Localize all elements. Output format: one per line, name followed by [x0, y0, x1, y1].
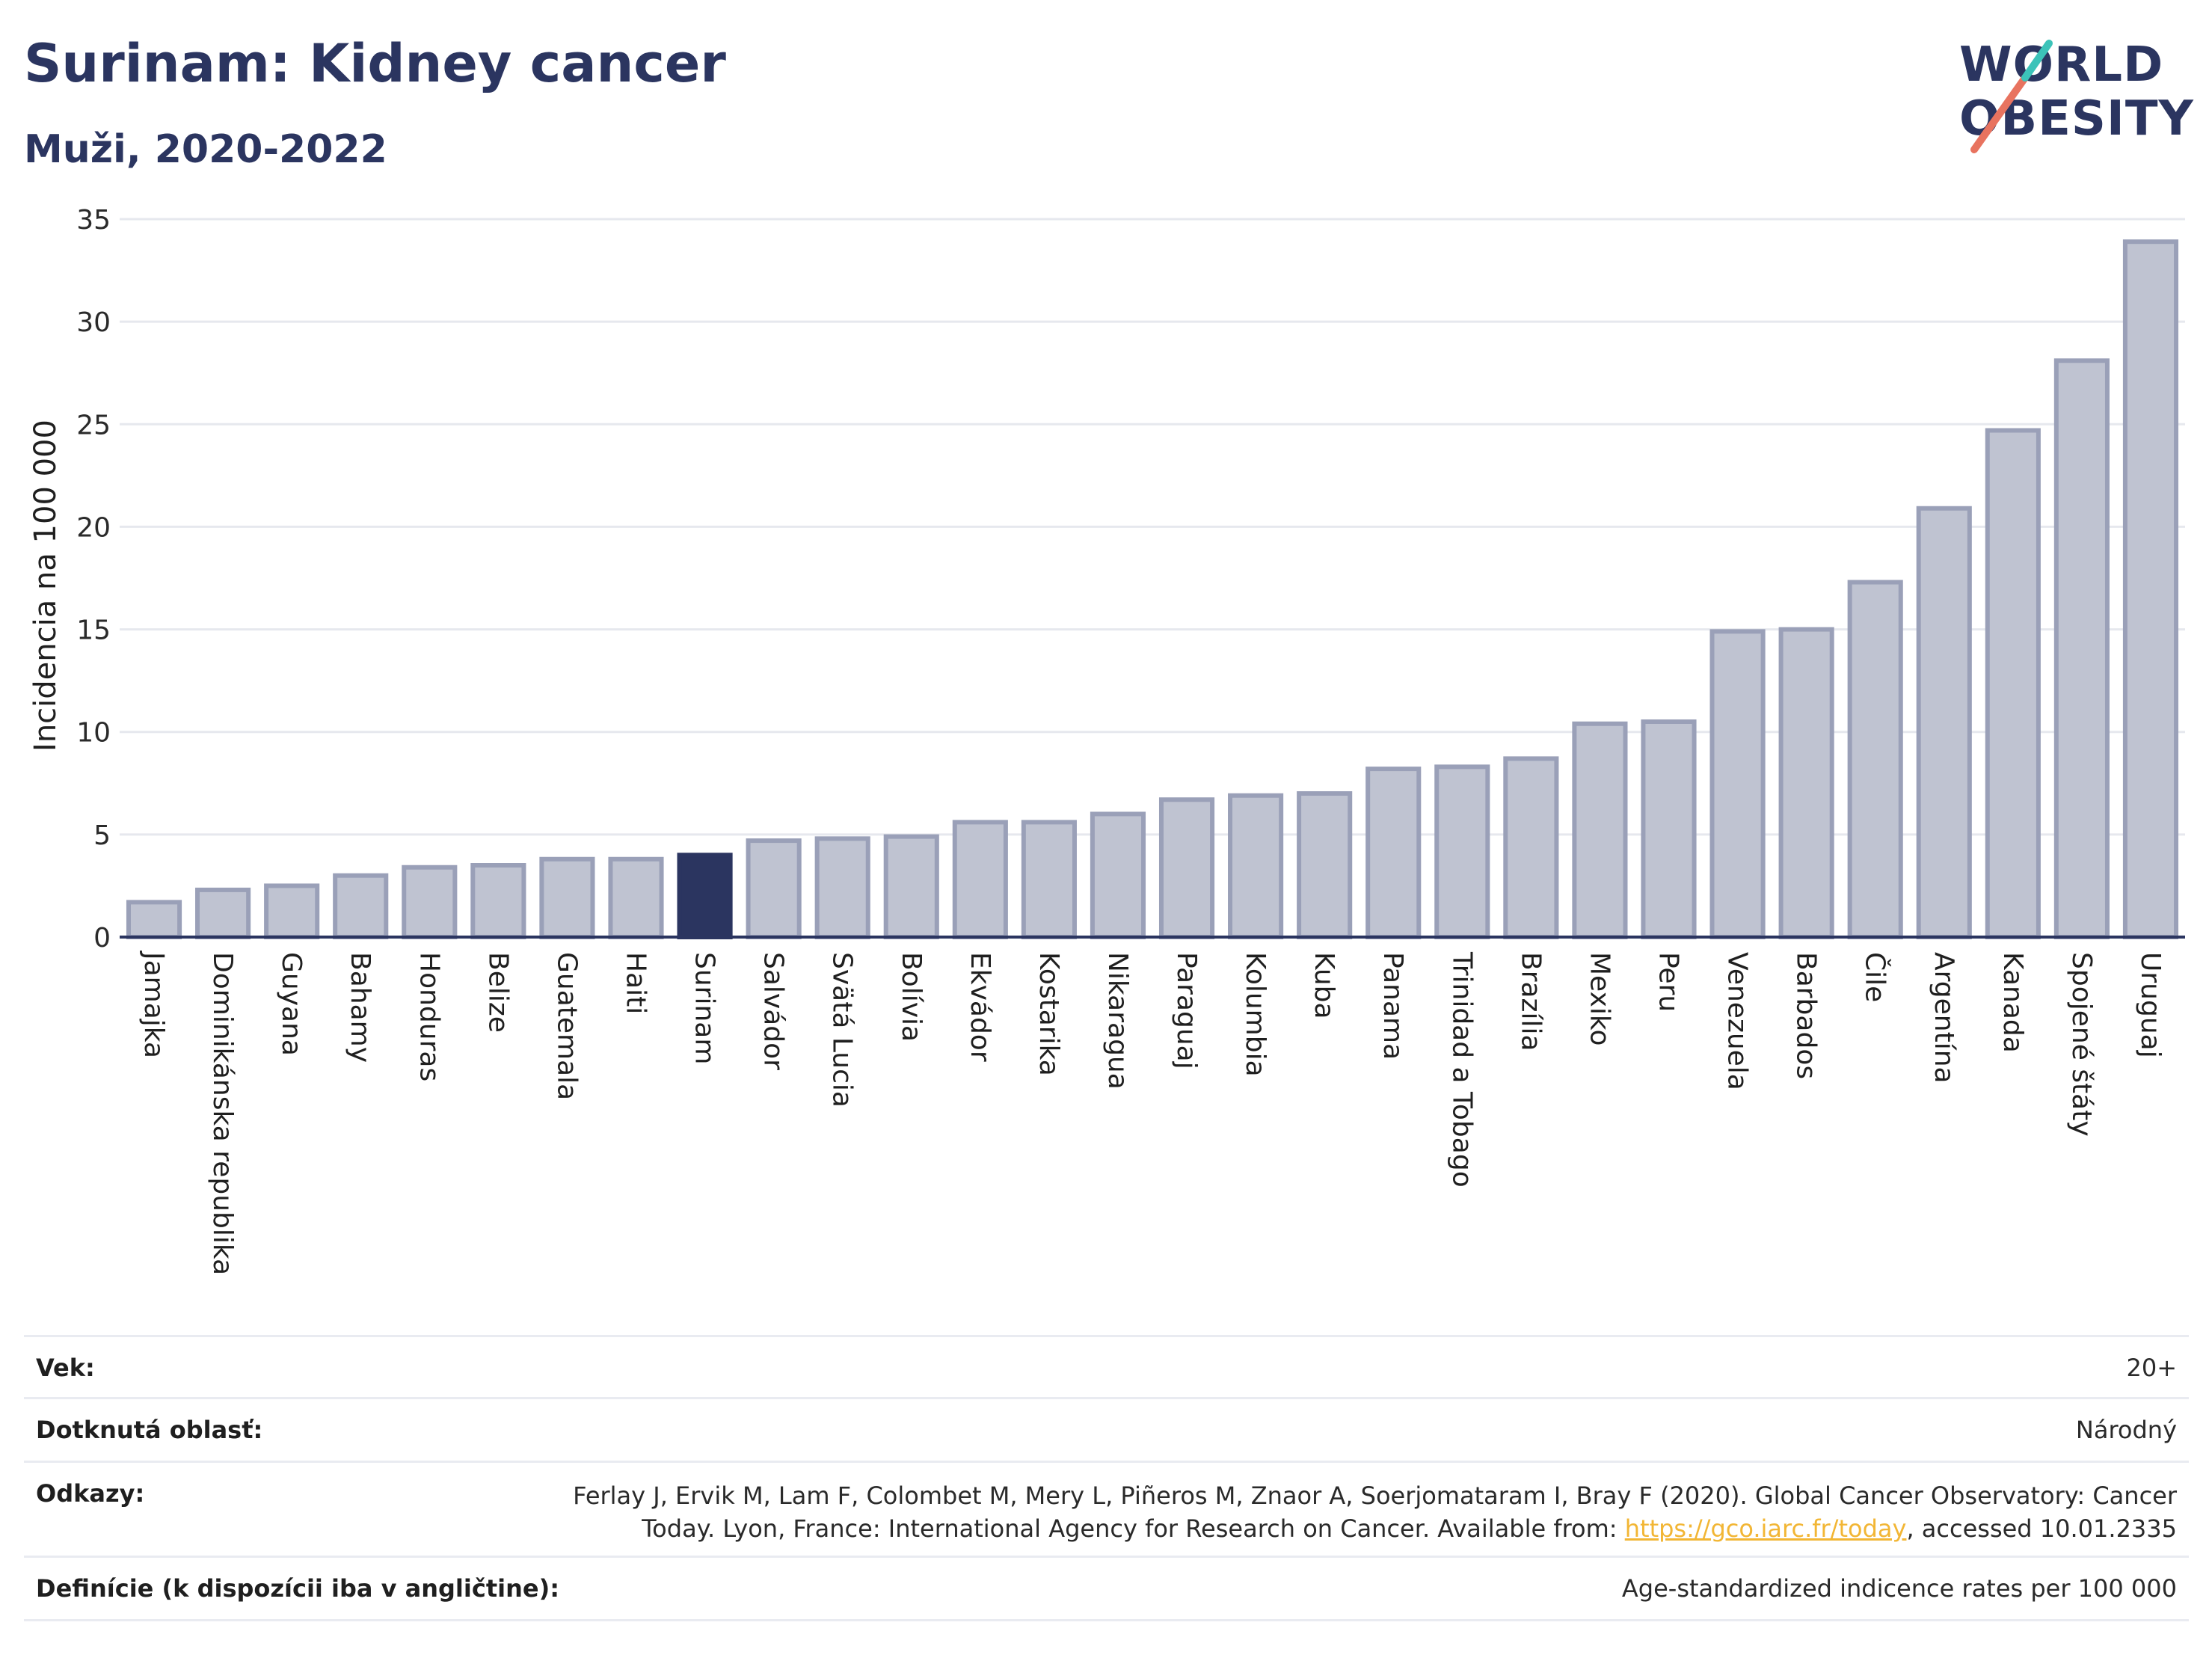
- references-text: Today. Lyon, France: International Agenc…: [642, 1514, 1625, 1543]
- bar: [1778, 627, 1834, 939]
- references-line-2: Today. Lyon, France: International Agenc…: [573, 1512, 2177, 1545]
- meta-row-area: Dotknutá oblasť: Národný: [24, 1397, 2189, 1461]
- y-tick-label: 20: [76, 512, 111, 543]
- world-obesity-logo: WORLD OBESITY: [1944, 22, 2199, 165]
- page-subtitle: Muži, 2020-2022: [24, 127, 387, 172]
- references-link[interactable]: https://gco.iarc.fr/today: [1624, 1514, 1907, 1543]
- y-tick-label: 0: [93, 923, 111, 954]
- bar: [814, 836, 870, 940]
- x-tick-label: Nikaragua: [1102, 952, 1133, 1090]
- x-tick-label: Ekvádor: [965, 952, 995, 1062]
- y-tick-label: 5: [93, 820, 111, 851]
- x-tick-label: Svätá Lucia: [827, 952, 858, 1108]
- x-tick-label: Kostarika: [1033, 952, 1064, 1076]
- x-tick-label: Čile: [1860, 952, 1891, 1002]
- x-tick-label: Trinidad a Tobago: [1446, 951, 1477, 1188]
- bar: [608, 856, 664, 940]
- metadata-table: Vek: 20+ Dotknutá oblasť: Národný Odkazy…: [24, 1335, 2189, 1621]
- meta-value-references: Ferlay J, Ervik M, Lam F, Colombet M, Me…: [573, 1479, 2177, 1545]
- bar: [1090, 811, 1146, 940]
- x-tick-label: Surinam: [689, 952, 720, 1064]
- bar-chart: 0 5 10 15 20 25 30 35 Incidencia na 100 000 Jamaj…: [28, 205, 2185, 1275]
- x-tick-label: Haiti: [621, 952, 651, 1014]
- bar: [1228, 793, 1284, 939]
- x-tick-label: Panama: [1377, 952, 1408, 1060]
- bar: [1434, 764, 1490, 940]
- y-tick-label: 10: [76, 718, 111, 749]
- y-tick-label: 35: [76, 205, 111, 236]
- x-tick-label: Kanada: [1997, 952, 2028, 1053]
- bar: [883, 834, 939, 939]
- meta-row-age: Vek: 20+: [24, 1335, 2189, 1397]
- page-title: Surinam: Kidney cancer: [24, 33, 726, 94]
- bar: [952, 820, 1008, 940]
- x-tick-label: Spojené štáty: [2066, 952, 2097, 1137]
- x-tick-label: Uruguaj: [2135, 952, 2166, 1058]
- x-tick-label: Peru: [1653, 952, 1684, 1012]
- bar: [539, 856, 595, 940]
- x-tick-label: Kuba: [1309, 952, 1339, 1019]
- bar: [1158, 797, 1215, 939]
- y-axis-title: Incidencia na 100 000: [28, 420, 63, 752]
- x-tick-label: Brazília: [1515, 952, 1546, 1051]
- x-tick-label: Kolumbia: [1240, 952, 1271, 1077]
- meta-value-definitions: Age-standardized indicence rates per 100…: [1621, 1574, 2177, 1603]
- meta-label-references: Odkazy:: [36, 1479, 145, 1508]
- bar: [470, 863, 526, 939]
- bar: [126, 900, 182, 940]
- meta-row-references: Odkazy: Ferlay J, Ervik M, Lam F, Colomb…: [24, 1461, 2189, 1556]
- x-tick-label: Bolívia: [896, 952, 927, 1042]
- logo-text-world: WORLD: [1959, 37, 2164, 93]
- meta-label-area: Dotknutá oblasť:: [36, 1416, 263, 1444]
- y-tick-label: 30: [76, 307, 111, 338]
- bar: [1297, 791, 1353, 939]
- bar: [1916, 506, 1972, 939]
- bar: [1709, 629, 1766, 939]
- bar: [1021, 820, 1077, 940]
- x-tick-label: Argentína: [1929, 952, 1959, 1084]
- x-tick-label: Jamajka: [138, 951, 169, 1058]
- meta-value-age: 20+: [2126, 1354, 2177, 1382]
- x-tick-label: Bahamy: [345, 952, 375, 1063]
- bar-highlight: [677, 853, 733, 940]
- x-tick-label: Venezuela: [1722, 952, 1753, 1090]
- references-line-1: Ferlay J, Ervik M, Lam F, Colombet M, Me…: [573, 1481, 2177, 1510]
- meta-label-definitions: Definície (k dispozícii iba v angličtine…: [36, 1574, 559, 1603]
- bar: [746, 838, 802, 939]
- bar: [1572, 721, 1628, 939]
- x-tick-label: Barbados: [1791, 952, 1822, 1079]
- y-tick-label: 15: [76, 615, 111, 646]
- x-tick-label: Paraguaj: [1171, 952, 1202, 1069]
- bar: [333, 873, 389, 939]
- logo-slash-icon: [1970, 40, 2053, 153]
- bar: [2053, 358, 2110, 939]
- bar: [264, 883, 320, 940]
- bar: [2122, 239, 2179, 939]
- bar: [402, 865, 458, 939]
- meta-value-area: Národný: [2075, 1416, 2177, 1444]
- bar: [1503, 756, 1559, 939]
- x-tick-label: Dominikánska republika: [207, 952, 238, 1275]
- references-accessed: , accessed 10.01.2335: [1906, 1514, 2177, 1543]
- bar: [1847, 580, 1903, 939]
- bar: [1985, 428, 2041, 939]
- x-tick-label: Belize: [482, 952, 513, 1033]
- x-tick-label: Mexiko: [1584, 952, 1615, 1045]
- bar: [195, 887, 251, 940]
- x-tick-label: Salvádor: [758, 952, 789, 1070]
- y-tick-label: 25: [76, 410, 111, 440]
- x-tick-label: Honduras: [414, 952, 444, 1081]
- x-tick-label: Guatemala: [551, 952, 582, 1100]
- meta-label-age: Vek:: [36, 1354, 95, 1382]
- x-tick-label: Guyana: [276, 952, 307, 1056]
- meta-row-definitions: Definície (k dispozícii iba v angličtine…: [24, 1556, 2189, 1621]
- bar: [1641, 719, 1697, 939]
- bar: [1365, 767, 1422, 939]
